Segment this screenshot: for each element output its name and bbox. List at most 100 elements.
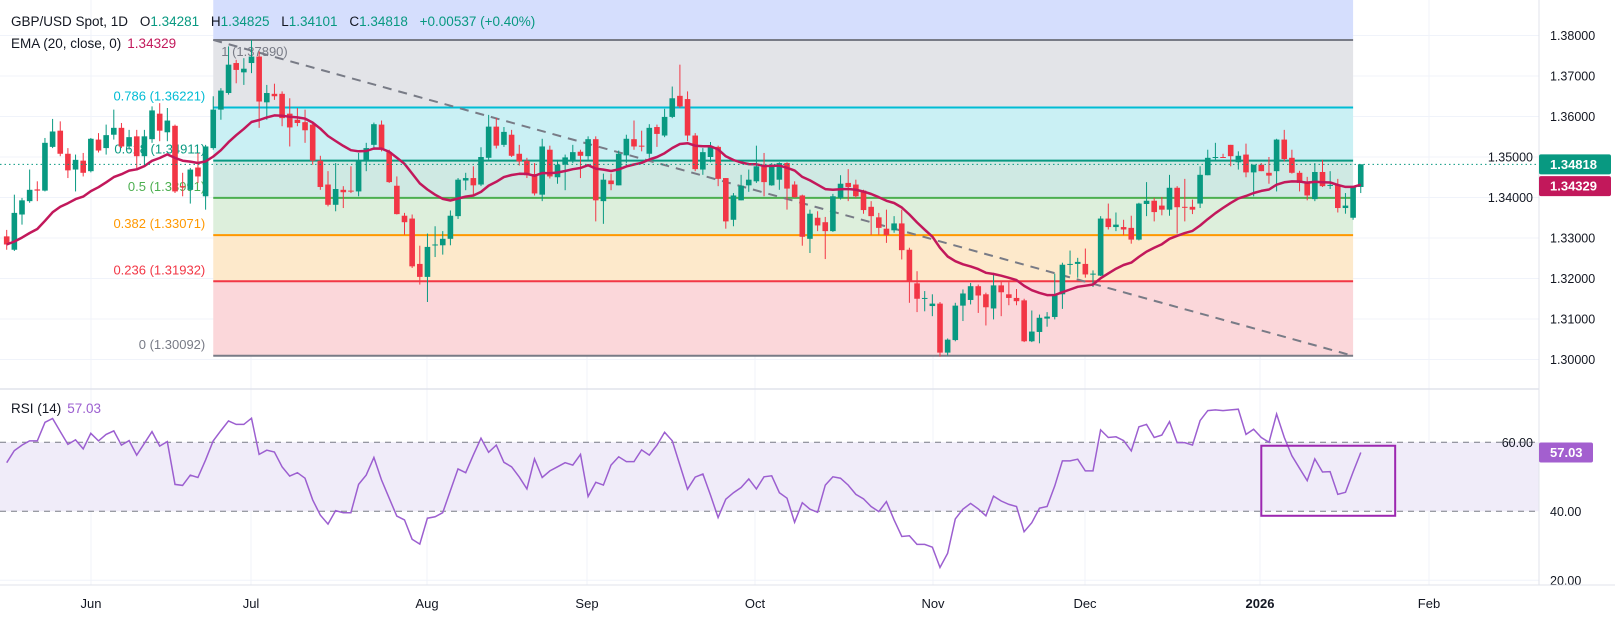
candle — [531, 163, 538, 196]
candle-body — [669, 98, 676, 117]
rsi-highlight-rectangle — [1260, 444, 1397, 517]
candle-body — [577, 151, 584, 156]
fib-level-label: 0.5 (1.33991) — [128, 179, 205, 194]
candle-body — [914, 283, 920, 299]
candle-body — [1350, 186, 1356, 218]
ema-20-line — [6, 114, 1362, 297]
price-tick-label: 1.32000 — [1550, 272, 1595, 286]
candle-body — [1074, 261, 1081, 264]
candle-body — [1258, 164, 1265, 172]
candle — [1289, 149, 1295, 174]
candle — [791, 181, 798, 198]
candle-body — [998, 285, 1004, 293]
candle — [325, 171, 331, 207]
candle-body — [1174, 187, 1180, 208]
ema-value: 1.34329 — [127, 36, 177, 51]
candle-body — [1227, 144, 1234, 157]
candle-body — [218, 90, 224, 110]
candle — [187, 167, 194, 204]
candle — [508, 129, 515, 157]
candle-body — [807, 213, 813, 239]
candle-body — [294, 119, 301, 123]
candle — [937, 301, 943, 357]
candle-body — [279, 93, 285, 119]
trendline[interactable] — [212, 38, 1354, 357]
candle — [470, 166, 477, 197]
candle — [738, 174, 744, 201]
candle-body — [1166, 187, 1173, 210]
candle-body — [1143, 200, 1150, 204]
time-axis[interactable]: Jun Jul Aug Sep Oct Nov Dec 2026 Feb — [0, 584, 1615, 611]
candle-body — [478, 157, 484, 185]
high-value: 1.34825 — [220, 14, 270, 29]
candle — [447, 210, 454, 246]
candle — [608, 173, 614, 191]
close-value: 1.34818 — [359, 14, 408, 29]
symbol-legend: GBP/USD Spot, 1D O1.34281 H1.34825 L1.34… — [11, 14, 535, 29]
candle — [1250, 164, 1257, 197]
candle-body — [1090, 273, 1096, 275]
candle — [202, 144, 209, 210]
candle-body — [156, 113, 163, 131]
ema-legend[interactable]: EMA (20, close, 0) 1.34329 — [11, 36, 176, 51]
candle — [49, 118, 56, 149]
last-price-badge-background — [1539, 154, 1611, 175]
candle-body — [371, 124, 377, 145]
price-axis[interactable]: 1.38000 1.37000 1.36000 1.35000 1.34000 1.330… — [1488, 0, 1615, 621]
candle-body — [401, 215, 408, 223]
symbol-title[interactable]: GBP/USD Spot, 1D — [11, 14, 129, 29]
candle-body — [921, 297, 928, 299]
candle — [638, 130, 645, 152]
candle-body — [990, 285, 997, 309]
candle-body — [539, 146, 545, 195]
candle-body — [248, 56, 255, 64]
candle-body — [1327, 184, 1333, 186]
candle-body — [417, 263, 423, 277]
candle — [730, 193, 737, 227]
candle — [210, 96, 217, 150]
candle — [3, 229, 10, 250]
candle-body — [1281, 139, 1288, 160]
candle — [409, 214, 415, 268]
candle — [371, 122, 377, 150]
candle-body — [631, 139, 637, 147]
candle — [417, 245, 423, 285]
candle-body — [1250, 164, 1257, 173]
rsi-value-badge-background — [1539, 442, 1593, 463]
rsi-legend[interactable]: RSI (14) 57.03 — [11, 401, 101, 416]
candle — [799, 194, 806, 246]
candle — [439, 231, 446, 255]
candle-body — [1335, 184, 1341, 209]
candle-body — [1051, 294, 1058, 317]
candle-body — [944, 339, 951, 353]
candle-body — [1059, 264, 1066, 295]
change-value: +0.00537 (+0.40%) — [419, 14, 536, 29]
candle — [1082, 248, 1089, 278]
candle-body — [1197, 174, 1203, 204]
dashed-trendline — [212, 38, 1354, 357]
candle-body — [26, 189, 33, 202]
candle — [1197, 166, 1203, 209]
candle — [26, 169, 33, 203]
candle-body — [1029, 331, 1035, 342]
price-tick-label: 1.31000 — [1550, 313, 1595, 327]
candle-body — [608, 180, 614, 185]
candle-body — [1304, 181, 1310, 196]
close-label: C — [349, 14, 360, 29]
ema-line — [6, 114, 1362, 297]
candle — [715, 145, 721, 187]
rsi-tick-label: 60.00 — [1502, 436, 1533, 450]
high-label: H — [210, 14, 221, 29]
candle — [1105, 203, 1112, 230]
fibonacci-retracement[interactable]: 1 (1.37890)0.786 (1.36221)0.618 (1.34911… — [113, 0, 1354, 357]
candle — [1357, 164, 1364, 194]
price-tick-label: 1.36000 — [1550, 110, 1595, 124]
candle — [562, 154, 568, 191]
candle-body — [1312, 171, 1318, 200]
price-tick-label: 1.35000 — [1488, 151, 1533, 165]
price-tick-label: 1.37000 — [1550, 70, 1595, 84]
candle — [1304, 176, 1310, 201]
candle-body — [378, 124, 385, 150]
candle-body — [118, 127, 125, 147]
